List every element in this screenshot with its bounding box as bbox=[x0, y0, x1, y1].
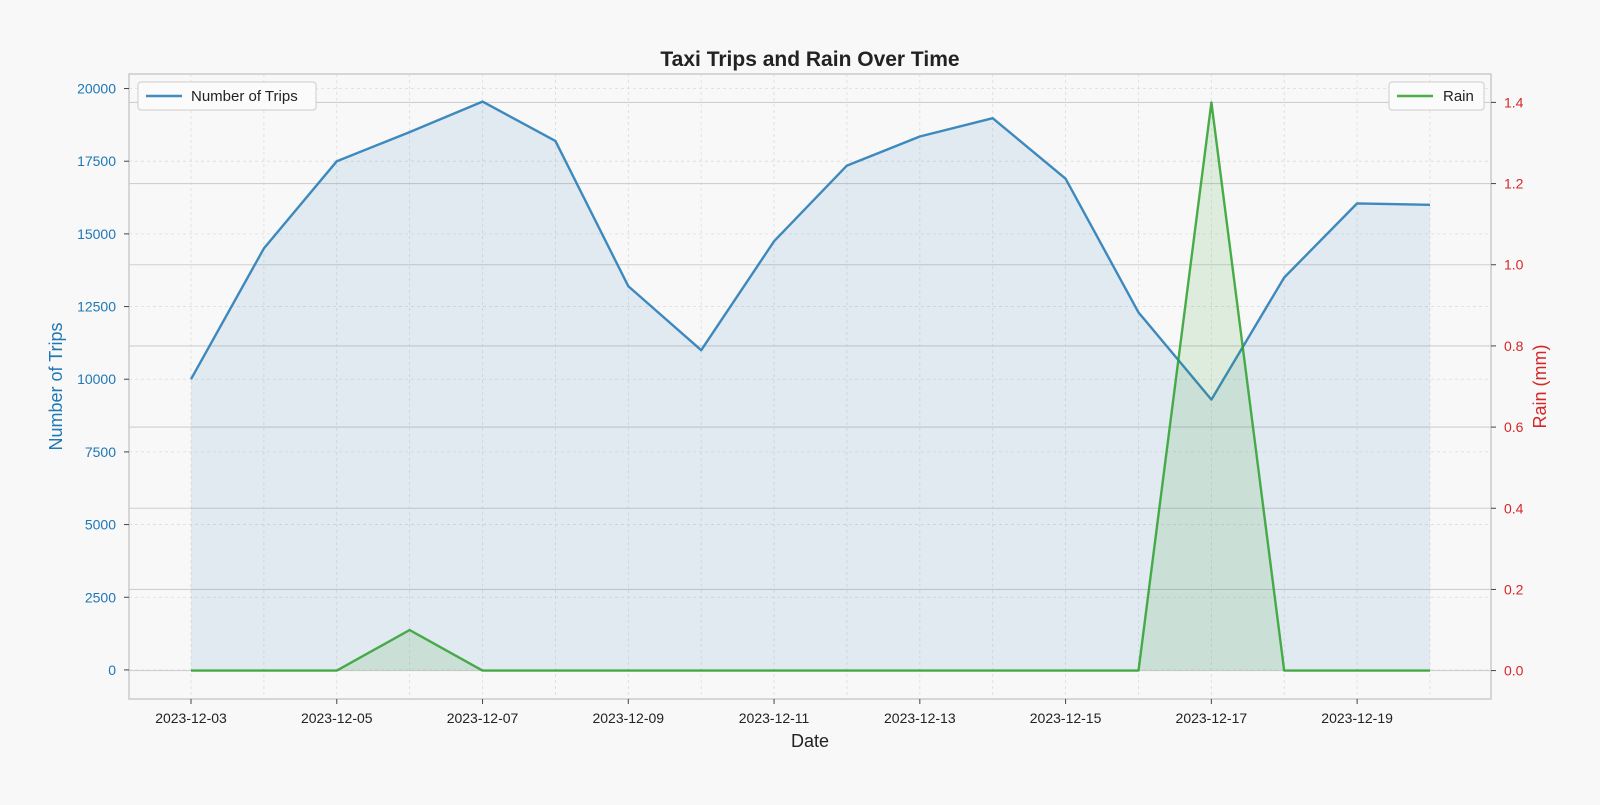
x-tick-label: 2023-12-15 bbox=[1030, 710, 1102, 726]
x-tick-label: 2023-12-17 bbox=[1176, 710, 1248, 726]
y2-tick-label: 1.2 bbox=[1504, 176, 1524, 192]
legend-label-rain: Rain bbox=[1443, 88, 1474, 105]
y2-tick-label: 0.8 bbox=[1504, 338, 1524, 354]
x-tick-label: 2023-12-13 bbox=[884, 710, 956, 726]
y-tick-label: 15000 bbox=[77, 226, 116, 242]
y-tick-label: 2500 bbox=[85, 589, 116, 605]
y-tick-label: 0 bbox=[108, 662, 116, 678]
x-tick-label: 2023-12-07 bbox=[447, 710, 519, 726]
y2-tick-label: 1.4 bbox=[1504, 94, 1524, 110]
x-tick-label: 2023-12-19 bbox=[1321, 710, 1393, 726]
x-axis-label: Date bbox=[791, 731, 829, 751]
y2-tick-label: 0.4 bbox=[1504, 500, 1524, 516]
y2-tick-label: 0.6 bbox=[1504, 419, 1524, 435]
y2-tick-label: 0.2 bbox=[1504, 581, 1524, 597]
y-tick-label: 12500 bbox=[77, 299, 116, 315]
y2-tick-label: 0.0 bbox=[1504, 663, 1524, 679]
x-tick-label: 2023-12-09 bbox=[592, 710, 664, 726]
legend-label-trips: Number of Trips bbox=[191, 88, 298, 105]
y-tick-label: 20000 bbox=[77, 81, 116, 97]
y-tick-label: 5000 bbox=[85, 517, 116, 533]
y-tick-label: 10000 bbox=[77, 371, 116, 387]
x-tick-label: 2023-12-05 bbox=[301, 710, 373, 726]
y-tick-label: 17500 bbox=[77, 153, 116, 169]
y-axis-label: Number of Trips bbox=[46, 322, 66, 450]
y2-axis-label: Rain (mm) bbox=[1530, 345, 1550, 429]
x-tick-label: 2023-12-03 bbox=[155, 710, 227, 726]
chart-title: Taxi Trips and Rain Over Time bbox=[660, 48, 959, 71]
y-tick-label: 7500 bbox=[85, 444, 116, 460]
y2-tick-label: 1.0 bbox=[1504, 257, 1524, 273]
x-tick-label: 2023-12-11 bbox=[739, 710, 810, 726]
